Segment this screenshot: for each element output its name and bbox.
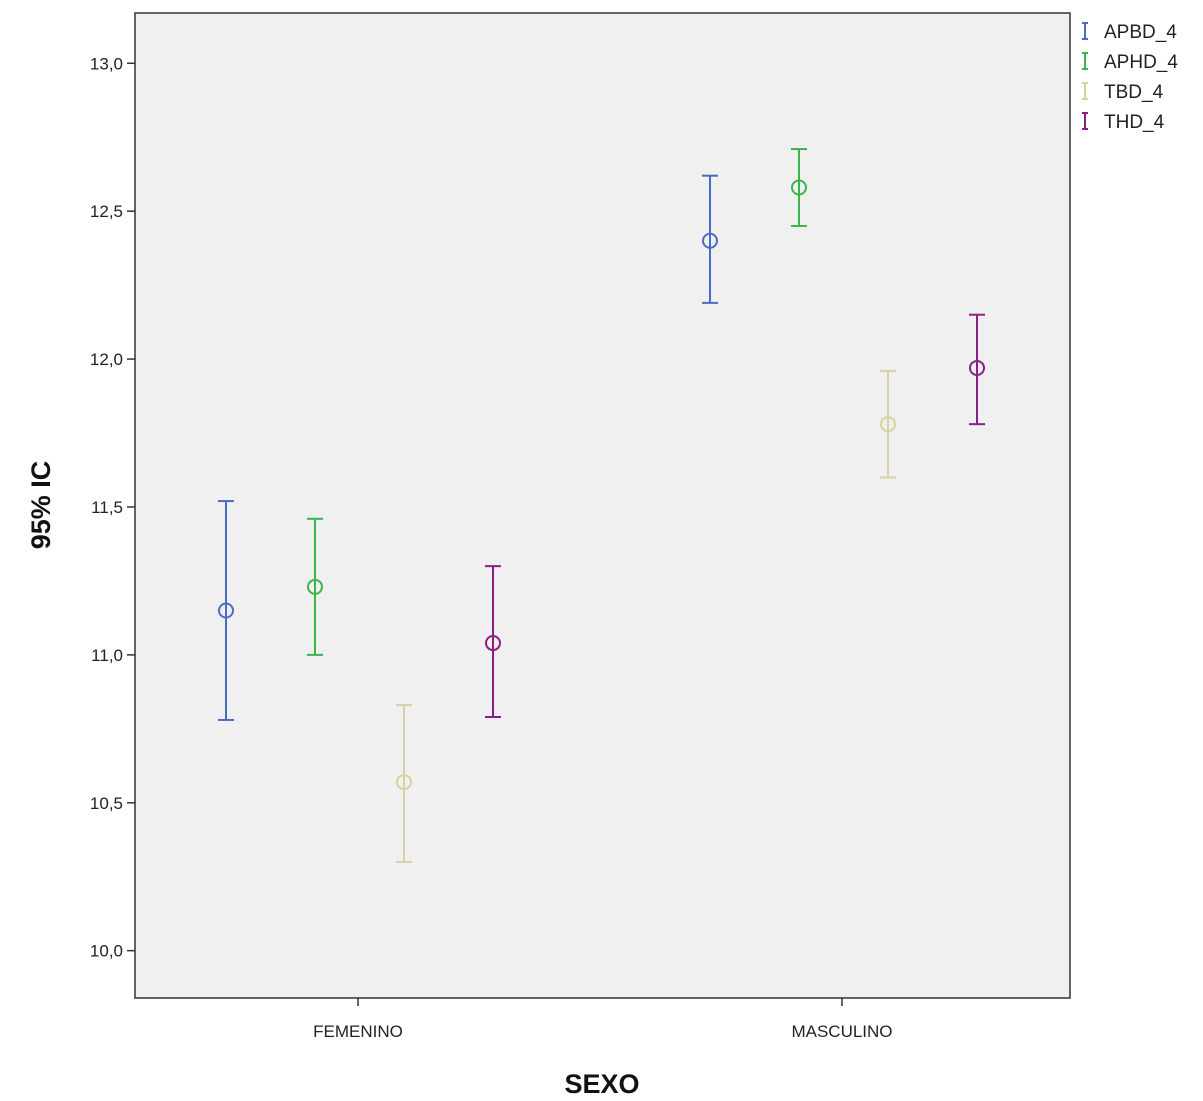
error-bar-APBD_4-FEMENINO xyxy=(218,500,234,721)
mean-marker xyxy=(307,578,323,595)
mean-marker xyxy=(702,232,718,249)
mean-marker xyxy=(396,774,412,791)
x-tick-label: FEMENINO xyxy=(313,1022,403,1041)
legend-item-THD_4: THD_4 xyxy=(1082,112,1165,133)
error-bar-APHD_4-FEMENINO xyxy=(307,517,323,656)
error-bar-TBD_4-FEMENINO xyxy=(396,704,412,863)
x-axis: FEMENINO MASCULINO xyxy=(313,998,893,1041)
error-bar-THD_4-MASCULINO xyxy=(969,313,985,426)
legend-item-APBD_4: APBD_4 xyxy=(1082,22,1177,43)
legend-label: APBD_4 xyxy=(1104,22,1177,43)
legend-item-APHD_4: APHD_4 xyxy=(1082,52,1178,73)
x-tick-label: MASCULINO xyxy=(791,1022,892,1041)
error-bars xyxy=(218,148,985,863)
y-tick-label: 10,0 xyxy=(90,942,123,961)
mean-marker xyxy=(485,635,501,652)
error-bar-APBD_4-MASCULINO xyxy=(702,174,718,304)
legend: APBD_4 APHD_4 TBD_4 THD_4 xyxy=(1082,22,1178,133)
y-tick-label: 11,0 xyxy=(91,646,123,665)
mean-marker xyxy=(218,602,234,619)
error-bar-APHD_4-MASCULINO xyxy=(791,148,807,227)
y-tick-label: 13,0 xyxy=(90,54,123,73)
y-tick-label: 12,0 xyxy=(90,350,123,369)
mean-marker xyxy=(880,416,896,433)
legend-item-TBD_4: TBD_4 xyxy=(1082,82,1164,103)
y-tick-label: 10,5 xyxy=(90,794,123,813)
legend-label: THD_4 xyxy=(1104,112,1165,133)
legend-label: APHD_4 xyxy=(1104,52,1178,73)
mean-marker xyxy=(791,179,807,196)
error-bar-TBD_4-MASCULINO xyxy=(880,369,896,479)
x-axis-title: SEXO xyxy=(564,1069,639,1099)
plot-area xyxy=(134,12,1071,999)
y-axis: 10,0 10,5 11,0 11,5 12,0 12,5 13,0 xyxy=(90,54,135,961)
y-axis-title: 95% IC xyxy=(26,461,56,550)
y-tick-label: 12,5 xyxy=(90,202,123,221)
y-tick-label: 11,5 xyxy=(91,498,123,517)
legend-label: TBD_4 xyxy=(1104,82,1164,103)
mean-marker xyxy=(969,359,985,376)
error-bar-THD_4-FEMENINO xyxy=(485,565,501,718)
